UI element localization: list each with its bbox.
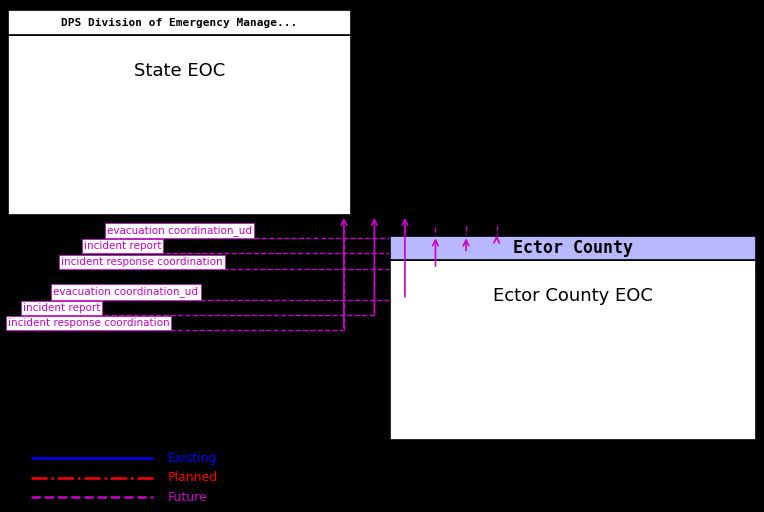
Text: evacuation coordination_ud: evacuation coordination_ud [53, 287, 199, 297]
Text: Existing: Existing [168, 452, 218, 465]
Text: DPS Division of Emergency Manage...: DPS Division of Emergency Manage... [61, 17, 298, 28]
Bar [8, 35, 351, 215]
Text: incident response coordination: incident response coordination [8, 318, 170, 328]
Text: Future: Future [168, 490, 208, 504]
Text: Ector County: Ector County [513, 239, 633, 257]
Bar [390, 236, 756, 260]
Text: evacuation coordination_ud: evacuation coordination_ud [107, 225, 252, 236]
Text: Planned: Planned [168, 471, 219, 484]
Text: incident response coordination: incident response coordination [61, 257, 223, 267]
Bar [390, 260, 756, 440]
Text: State EOC: State EOC [134, 62, 225, 80]
Text: Ector County EOC: Ector County EOC [493, 287, 653, 305]
Text: incident report: incident report [23, 303, 100, 313]
Text: incident report: incident report [84, 241, 161, 251]
Bar [8, 10, 351, 35]
